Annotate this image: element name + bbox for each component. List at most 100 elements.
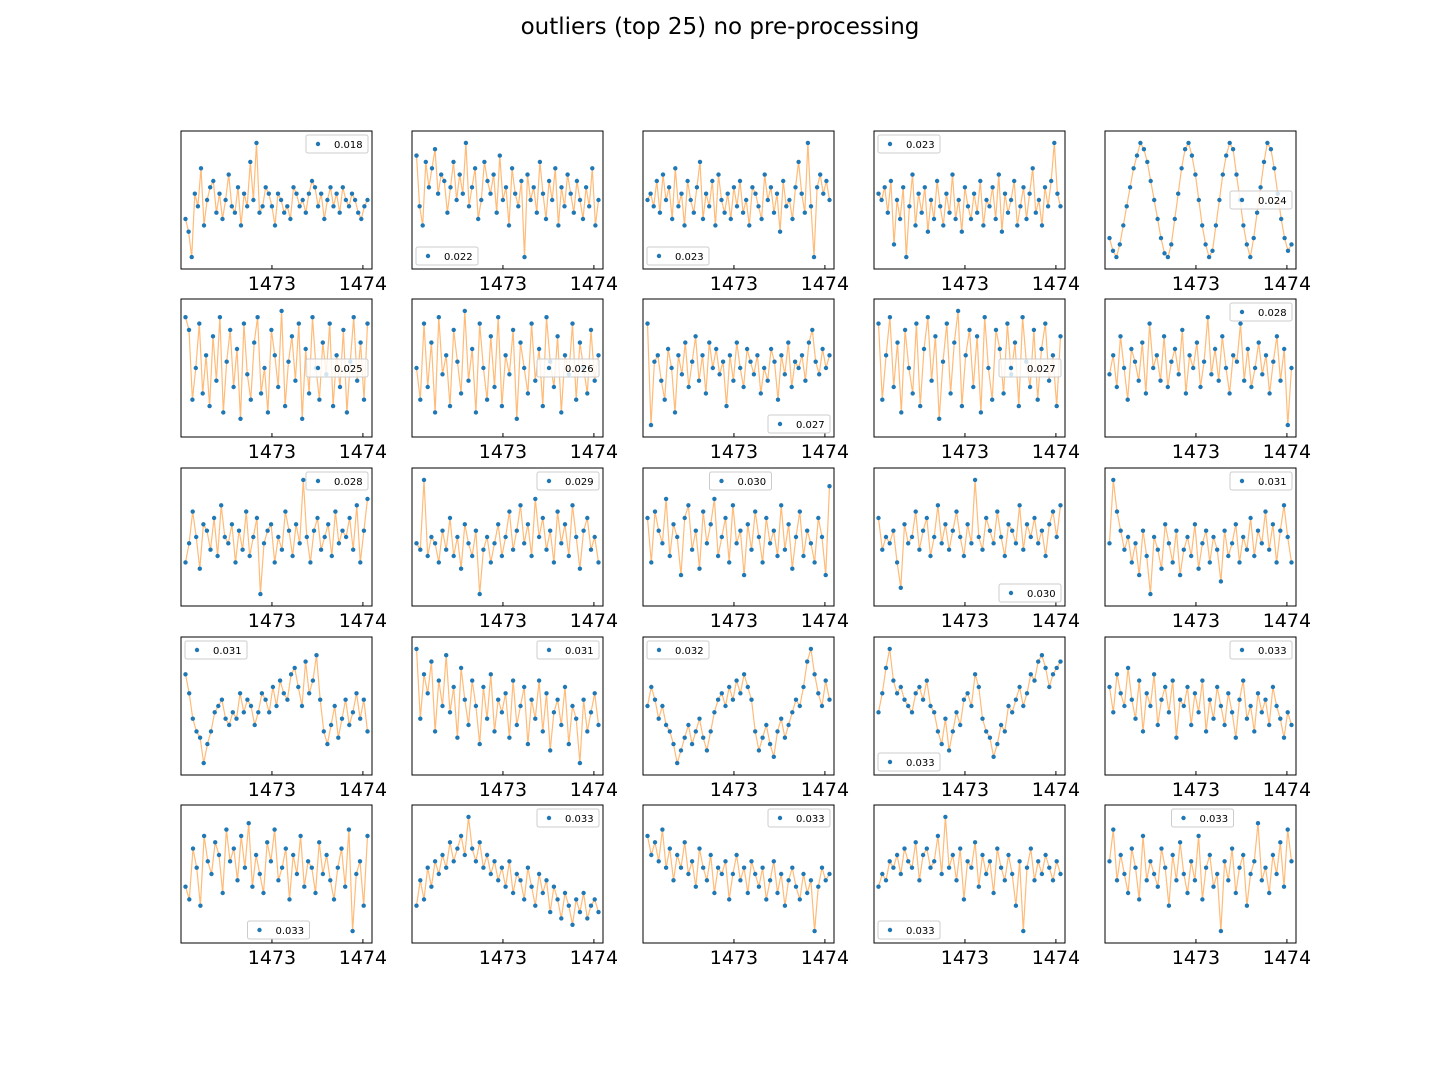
data-point xyxy=(1193,172,1198,177)
data-point xyxy=(971,191,977,196)
data-point xyxy=(793,185,798,190)
data-point xyxy=(925,315,930,320)
legend-marker xyxy=(1239,309,1245,315)
data-point xyxy=(907,204,912,209)
data-point xyxy=(268,522,274,527)
legend: 0.033 xyxy=(1229,640,1293,660)
data-point xyxy=(1218,928,1224,934)
data-point xyxy=(585,916,590,921)
x-tick-label: 1473 xyxy=(710,779,758,801)
legend-label: 0.032 xyxy=(675,646,704,657)
data-point xyxy=(898,684,903,690)
data-point xyxy=(1244,716,1250,721)
data-point xyxy=(466,541,471,546)
legend-marker xyxy=(719,478,724,484)
legend-box xyxy=(646,246,710,266)
data-point xyxy=(299,703,305,709)
data-point xyxy=(318,547,324,552)
data-point xyxy=(290,553,295,559)
data-point xyxy=(239,833,244,839)
data-point xyxy=(1181,871,1186,877)
data-point xyxy=(289,334,295,339)
data-point xyxy=(1252,859,1257,864)
legend-label: 0.029 xyxy=(565,477,594,488)
data-point xyxy=(790,566,795,571)
data-point xyxy=(285,697,290,702)
series-line xyxy=(1108,667,1293,738)
data-point xyxy=(522,684,527,690)
data-point xyxy=(1215,547,1220,552)
data-point xyxy=(583,185,589,190)
x-tick-label: 1473 xyxy=(1172,610,1220,632)
data-point xyxy=(220,216,225,222)
data-point xyxy=(296,684,301,690)
data-point xyxy=(1252,365,1258,371)
legend-label: 0.024 xyxy=(1258,196,1287,207)
data-point xyxy=(1220,334,1225,339)
data-point xyxy=(529,697,534,702)
data-point xyxy=(303,210,308,215)
data-point xyxy=(708,852,713,858)
data-point xyxy=(805,890,810,896)
data-point xyxy=(814,185,820,190)
data-point xyxy=(322,216,327,222)
data-point xyxy=(730,871,736,877)
data-point xyxy=(1180,327,1185,333)
data-point xyxy=(329,553,334,559)
data-point xyxy=(1248,254,1253,260)
legend-label: 0.033 xyxy=(796,814,825,825)
data-point xyxy=(916,191,921,196)
data-point xyxy=(251,534,256,540)
data-point xyxy=(693,528,698,533)
data-point xyxy=(901,185,906,190)
data-point xyxy=(587,204,592,209)
x-tick-label: 1474 xyxy=(1032,779,1080,801)
data-point xyxy=(536,534,542,540)
data-point xyxy=(574,178,580,184)
legend-label: 0.022 xyxy=(444,252,473,263)
legend-box xyxy=(709,471,772,491)
data-point xyxy=(883,353,889,358)
data-point xyxy=(777,229,783,234)
data-point xyxy=(924,846,929,851)
data-point xyxy=(336,735,341,740)
data-point xyxy=(1172,216,1177,222)
data-point xyxy=(436,560,441,565)
data-point xyxy=(228,327,233,333)
data-point xyxy=(779,503,784,508)
data-point xyxy=(248,703,254,709)
data-point xyxy=(820,346,825,352)
data-point xyxy=(950,852,955,858)
data-point xyxy=(730,503,736,508)
data-point xyxy=(1281,503,1287,508)
data-point xyxy=(772,359,777,364)
data-point xyxy=(701,865,706,870)
data-point xyxy=(913,223,918,228)
legend: 0.031 xyxy=(536,640,600,660)
data-point xyxy=(203,353,209,358)
data-point xyxy=(1010,528,1015,533)
data-point xyxy=(444,353,449,358)
series-line xyxy=(1108,479,1293,595)
data-point xyxy=(540,890,545,896)
data-point xyxy=(827,484,832,489)
data-point xyxy=(805,528,810,533)
data-point xyxy=(1278,528,1283,533)
data-point xyxy=(588,903,594,908)
data-point xyxy=(208,729,214,734)
legend: 0.031 xyxy=(184,640,248,660)
data-point xyxy=(279,547,285,552)
data-point xyxy=(1245,346,1250,352)
data-point xyxy=(1035,397,1040,402)
data-point xyxy=(421,897,427,902)
legend-marker xyxy=(315,478,321,484)
data-point xyxy=(767,741,773,747)
data-point xyxy=(1052,140,1057,146)
data-point xyxy=(440,528,445,533)
data-point xyxy=(1050,672,1056,677)
data-point xyxy=(682,840,687,845)
data-point xyxy=(251,197,256,203)
data-point xyxy=(749,547,754,552)
